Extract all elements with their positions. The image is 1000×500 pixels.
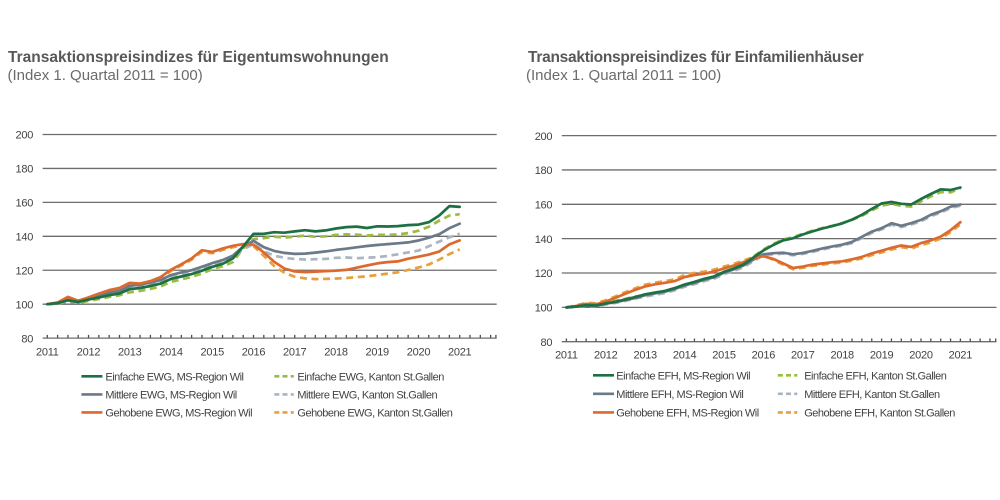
- svg-text:Gehobene EWG, Kanton St.Gallen: Gehobene EWG, Kanton St.Gallen: [297, 408, 452, 420]
- svg-text:2016: 2016: [752, 349, 776, 361]
- svg-text:2015: 2015: [712, 349, 736, 361]
- svg-text:2020: 2020: [909, 349, 933, 361]
- svg-text:80: 80: [21, 333, 33, 345]
- svg-text:2013: 2013: [118, 346, 142, 358]
- svg-text:120: 120: [535, 268, 553, 280]
- svg-text:Mittlere EFH, MS-Region Wil: Mittlere EFH, MS-Region Wil: [616, 389, 743, 401]
- svg-text:2011: 2011: [555, 349, 578, 361]
- svg-text:180: 180: [15, 164, 33, 176]
- svg-text:2014: 2014: [673, 349, 697, 361]
- svg-text:2014: 2014: [159, 346, 183, 358]
- svg-text:2021: 2021: [949, 349, 973, 361]
- svg-text:Einfache EWG, Kanton St.Gallen: Einfache EWG, Kanton St.Gallen: [297, 372, 444, 384]
- svg-text:2017: 2017: [791, 349, 815, 361]
- svg-text:200: 200: [15, 130, 33, 142]
- svg-text:Gehobene EWG, MS-Region Wil: Gehobene EWG, MS-Region Wil: [105, 408, 252, 420]
- svg-text:Mittlere EWG, Kanton St.Gallen: Mittlere EWG, Kanton St.Gallen: [297, 390, 437, 402]
- svg-text:100: 100: [15, 299, 33, 311]
- svg-text:200: 200: [535, 131, 553, 143]
- svg-text:100: 100: [535, 303, 553, 315]
- svg-text:Mittlere EWG, MS-Region Wil: Mittlere EWG, MS-Region Wil: [105, 390, 236, 402]
- svg-text:2015: 2015: [201, 346, 225, 358]
- svg-text:2017: 2017: [283, 346, 307, 358]
- svg-text:2019: 2019: [365, 346, 389, 358]
- svg-text:2020: 2020: [407, 346, 431, 358]
- svg-text:Gehobene EFH, Kanton St.Gallen: Gehobene EFH, Kanton St.Gallen: [804, 408, 955, 420]
- svg-text:Einfache EFH, MS-Region Wil: Einfache EFH, MS-Region Wil: [616, 371, 750, 383]
- svg-text:Einfache EFH, Kanton St.Gallen: Einfache EFH, Kanton St.Gallen: [804, 371, 947, 383]
- svg-text:120: 120: [15, 265, 33, 277]
- svg-text:Gehobene EFH, MS-Region Wil: Gehobene EFH, MS-Region Wil: [616, 408, 758, 420]
- svg-text:2018: 2018: [324, 346, 348, 358]
- svg-text:2013: 2013: [633, 349, 657, 361]
- svg-text:160: 160: [15, 198, 33, 210]
- svg-text:140: 140: [535, 234, 553, 246]
- svg-text:180: 180: [535, 165, 553, 177]
- svg-text:2011: 2011: [36, 346, 59, 358]
- svg-text:2016: 2016: [242, 346, 266, 358]
- svg-text:2012: 2012: [594, 349, 618, 361]
- svg-text:Einfache EWG, MS-Region Wil: Einfache EWG, MS-Region Wil: [105, 372, 243, 384]
- svg-text:2018: 2018: [830, 349, 854, 361]
- svg-text:80: 80: [541, 337, 553, 349]
- svg-text:2012: 2012: [77, 346, 101, 358]
- svg-text:Mittlere EFH, Kanton St.Gallen: Mittlere EFH, Kanton St.Gallen: [804, 389, 940, 401]
- svg-text:160: 160: [535, 200, 553, 212]
- svg-text:2021: 2021: [448, 346, 472, 358]
- svg-text:2019: 2019: [870, 349, 894, 361]
- svg-text:140: 140: [15, 232, 33, 244]
